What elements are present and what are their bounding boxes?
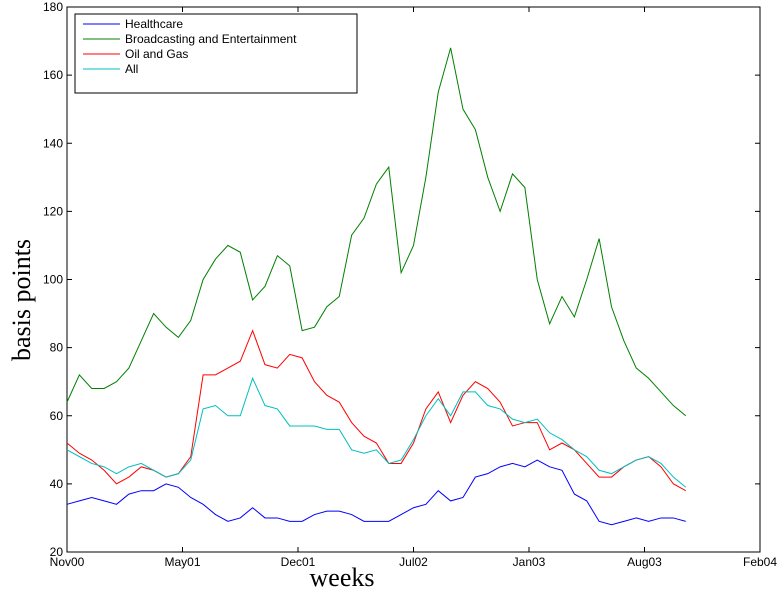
- x-tick-label: Feb04: [743, 555, 777, 569]
- y-tick-label: 100: [43, 273, 63, 287]
- legend-label: Broadcasting and Entertainment: [125, 32, 297, 46]
- x-tick-label: Aug03: [627, 555, 662, 569]
- x-axis-label: weeks: [310, 563, 375, 592]
- legend-label: Oil and Gas: [125, 47, 188, 61]
- legend-box: [74, 13, 358, 94]
- legend-label: Healthcare: [125, 17, 183, 31]
- y-tick-label: 20: [50, 545, 64, 559]
- y-tick-label: 80: [50, 341, 64, 355]
- x-tick-label: Dec01: [281, 555, 316, 569]
- line-series: [66, 376, 687, 488]
- x-tick-label: Nov00: [50, 555, 85, 569]
- line-series: [66, 459, 686, 526]
- y-tick-label: 40: [50, 477, 64, 491]
- y-tick-label: 180: [43, 0, 63, 14]
- x-tick-label: Jan03: [513, 555, 546, 569]
- x-tick-label: Jul02: [399, 555, 428, 569]
- y-tick-label: 120: [43, 204, 63, 218]
- y-tick-label: 140: [43, 136, 63, 150]
- y-axis-label: basis points: [7, 239, 36, 361]
- x-tick-label: May01: [164, 555, 200, 569]
- line-series: [66, 47, 687, 417]
- y-tick-label: 160: [43, 68, 63, 82]
- legend-label: All: [125, 62, 138, 76]
- y-tick-label: 60: [50, 409, 64, 423]
